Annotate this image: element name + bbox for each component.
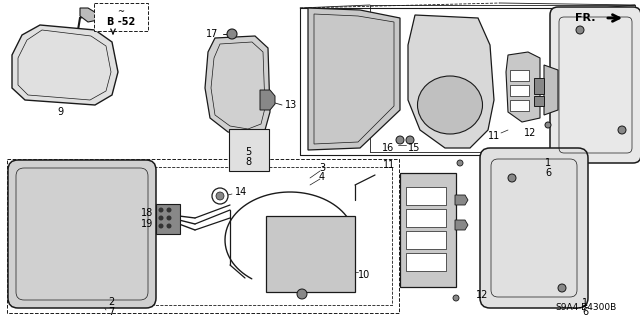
FancyBboxPatch shape — [509, 85, 529, 95]
Text: ~: ~ — [118, 8, 125, 17]
FancyBboxPatch shape — [550, 7, 640, 163]
Circle shape — [159, 207, 163, 212]
Circle shape — [576, 26, 584, 34]
Circle shape — [216, 192, 224, 200]
FancyBboxPatch shape — [229, 129, 269, 171]
Text: 12: 12 — [524, 128, 536, 138]
Circle shape — [453, 295, 459, 301]
Polygon shape — [80, 8, 98, 22]
Text: 8: 8 — [245, 157, 251, 167]
Text: S9A4-B4300B: S9A4-B4300B — [555, 302, 616, 311]
Circle shape — [558, 284, 566, 292]
FancyBboxPatch shape — [266, 216, 355, 292]
Circle shape — [166, 216, 172, 220]
Text: 2: 2 — [108, 297, 115, 307]
Text: 17: 17 — [205, 29, 218, 39]
Text: 15: 15 — [408, 143, 420, 153]
Circle shape — [166, 207, 172, 212]
Text: 16: 16 — [381, 143, 394, 153]
FancyBboxPatch shape — [406, 209, 446, 227]
FancyBboxPatch shape — [406, 187, 446, 205]
Text: 10: 10 — [358, 270, 371, 280]
Text: 7: 7 — [108, 307, 115, 317]
Circle shape — [166, 224, 172, 228]
Polygon shape — [544, 65, 558, 115]
Polygon shape — [260, 90, 275, 110]
Circle shape — [406, 136, 414, 144]
FancyBboxPatch shape — [156, 204, 180, 234]
Polygon shape — [534, 78, 544, 94]
FancyBboxPatch shape — [94, 3, 148, 31]
Text: FR.: FR. — [575, 13, 596, 23]
Text: 1: 1 — [582, 298, 588, 308]
Circle shape — [227, 29, 237, 39]
Text: 1: 1 — [545, 158, 551, 168]
Polygon shape — [506, 52, 540, 122]
Circle shape — [297, 289, 307, 299]
Circle shape — [457, 160, 463, 166]
Circle shape — [508, 174, 516, 182]
Text: 6: 6 — [545, 168, 551, 178]
Text: 14: 14 — [235, 187, 247, 197]
Ellipse shape — [417, 76, 483, 134]
Polygon shape — [408, 15, 494, 148]
Text: B -52: B -52 — [107, 17, 135, 27]
Polygon shape — [455, 195, 468, 205]
Polygon shape — [205, 36, 270, 136]
Text: 12: 12 — [476, 290, 488, 300]
FancyBboxPatch shape — [406, 253, 446, 271]
Circle shape — [545, 122, 551, 128]
FancyBboxPatch shape — [509, 70, 529, 80]
Polygon shape — [455, 220, 468, 230]
Circle shape — [159, 224, 163, 228]
Text: 5: 5 — [245, 147, 251, 157]
Text: 11: 11 — [383, 160, 395, 170]
Text: 9: 9 — [57, 107, 63, 117]
Text: 18: 18 — [141, 208, 153, 218]
Circle shape — [396, 136, 404, 144]
FancyBboxPatch shape — [8, 160, 156, 308]
Text: 6: 6 — [582, 307, 588, 317]
Circle shape — [159, 216, 163, 220]
Text: 3: 3 — [319, 163, 325, 173]
Text: 13: 13 — [285, 100, 297, 110]
Polygon shape — [308, 8, 400, 150]
FancyBboxPatch shape — [406, 231, 446, 249]
Polygon shape — [534, 96, 544, 106]
Text: 4: 4 — [319, 172, 325, 182]
FancyBboxPatch shape — [480, 148, 588, 308]
Circle shape — [618, 126, 626, 134]
Polygon shape — [12, 25, 118, 105]
FancyBboxPatch shape — [400, 173, 456, 287]
Text: 11: 11 — [488, 131, 500, 141]
Text: 19: 19 — [141, 219, 153, 229]
FancyBboxPatch shape — [509, 100, 529, 110]
